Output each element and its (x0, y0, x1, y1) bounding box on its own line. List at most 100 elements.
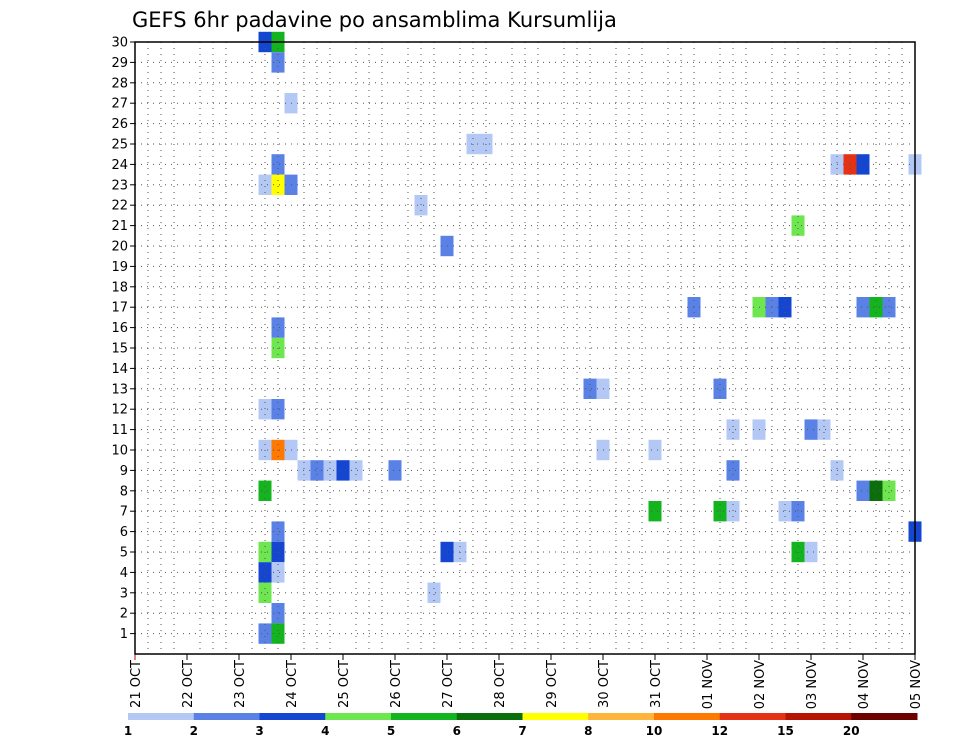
precip-cell (856, 154, 870, 175)
y-tick-label: 25 (111, 138, 128, 153)
x-tick-label: 05 NOV (909, 660, 924, 709)
y-tick-label: 27 (111, 97, 128, 112)
colorbar-swatch (785, 713, 852, 720)
colorbar-label: 7 (518, 724, 526, 738)
y-tick-label: 28 (111, 76, 128, 91)
precip-cell (271, 174, 285, 195)
precip-cell (882, 480, 896, 501)
y-tick-label: 12 (111, 403, 128, 418)
x-tick-label: 23 OCT (233, 660, 248, 708)
precip-cell (271, 623, 285, 644)
colorbar-swatch (391, 713, 458, 720)
x-tick-label: 21 OCT (129, 660, 144, 708)
y-tick-label: 4 (120, 566, 128, 581)
y-tick-label: 13 (111, 382, 128, 397)
precip-cell (336, 460, 350, 481)
precip-cell (791, 501, 805, 522)
y-tick-label: 9 (120, 464, 128, 479)
y-tick-label: 10 (111, 444, 128, 459)
precip-cell (258, 174, 272, 195)
colorbar-swatch (128, 713, 195, 720)
colorbar-label: 2 (190, 724, 198, 738)
y-tick-label: 17 (111, 301, 128, 316)
grid-lines (135, 41, 915, 654)
colorbar-label: 8 (584, 724, 592, 738)
precip-cell (258, 399, 272, 420)
x-tick-label: 01 NOV (701, 660, 716, 709)
y-tick-label: 11 (111, 423, 128, 438)
precip-cell (258, 562, 272, 583)
precip-cell (271, 399, 285, 420)
precip-cell (583, 378, 597, 399)
colorbar-label: 5 (387, 724, 395, 738)
precip-cell (258, 623, 272, 644)
precip-cell (271, 52, 285, 73)
y-tick-label: 3 (120, 586, 128, 601)
precip-cell (271, 603, 285, 624)
y-tick-label: 29 (111, 56, 128, 71)
precip-cell (310, 460, 324, 481)
precip-cell (414, 195, 428, 216)
colorbar-swatch (259, 713, 326, 720)
colorbar-swatch (522, 713, 589, 720)
x-tick-label: 02 NOV (753, 660, 768, 709)
y-tick-label: 6 (120, 525, 128, 540)
precip-cell (882, 297, 896, 318)
precip-cell (388, 460, 402, 481)
y-tick-label: 26 (111, 117, 128, 132)
precip-cell (856, 480, 870, 501)
colorbar-label: 4 (321, 724, 329, 738)
precip-cell (726, 460, 740, 481)
precip-cell (648, 439, 662, 461)
y-tick-label: 2 (120, 607, 128, 622)
precip-cell (349, 460, 363, 481)
y-tick-label: 18 (111, 280, 128, 295)
x-tick-label: 31 OCT (649, 660, 664, 708)
plot-frame (134, 41, 916, 655)
x-tick-label: 29 OCT (545, 660, 560, 708)
precip-cell (258, 582, 272, 603)
x-tick-label: 26 OCT (389, 660, 404, 708)
colorbar-swatch (719, 713, 786, 720)
precip-cell (869, 480, 883, 501)
y-tick-label: 1 (120, 627, 128, 642)
precip-cell (726, 419, 740, 440)
precip-cell (726, 501, 740, 522)
colorbar-label: 10 (646, 724, 663, 738)
y-axis: 1234567891011121314151617181920212223242… (111, 36, 135, 642)
y-tick-label: 7 (120, 505, 128, 520)
precip-cell (713, 378, 727, 399)
colorbar-label: 15 (777, 724, 794, 738)
colorbar-swatch (654, 713, 721, 720)
y-tick-label: 8 (120, 484, 128, 499)
y-tick-label: 15 (111, 342, 128, 357)
precip-cell (271, 154, 285, 175)
precip-cell (778, 501, 792, 522)
colorbar-legend: 1 2 3 4 5 6 7 8 10 12 15 20 (124, 713, 918, 738)
precip-cell (271, 521, 285, 542)
precip-cell (713, 501, 727, 522)
x-tick-label: 25 OCT (337, 660, 352, 708)
colorbar-label: 3 (255, 724, 263, 738)
precip-cell (817, 419, 831, 440)
colorbar-label: 1 (124, 724, 132, 738)
y-tick-label: 22 (111, 199, 128, 214)
colorbar-swatch (193, 713, 260, 720)
x-tick-label: 03 NOV (805, 660, 820, 709)
precip-cell (804, 541, 818, 563)
precip-cell (791, 215, 805, 236)
colorbar-swatch (456, 713, 523, 720)
chart-title: GEFS 6hr padavine po ansamblima Kursumli… (132, 8, 617, 32)
colorbar-swatch (588, 713, 655, 720)
x-tick-label: 24 OCT (285, 660, 300, 708)
colorbar-swatch (325, 713, 392, 720)
x-tick-label: 30 OCT (597, 660, 612, 708)
y-tick-label: 16 (111, 321, 128, 336)
colorbar-label: 20 (843, 724, 860, 738)
y-tick-label: 30 (111, 36, 128, 51)
precip-cell (778, 297, 792, 318)
x-axis: 21 OCT 22 OCT 23 OCT 24 OCT 25 OCT 26 OCT 27 O… (129, 654, 924, 709)
precip-cell (648, 501, 662, 522)
precip-cell (323, 460, 337, 481)
